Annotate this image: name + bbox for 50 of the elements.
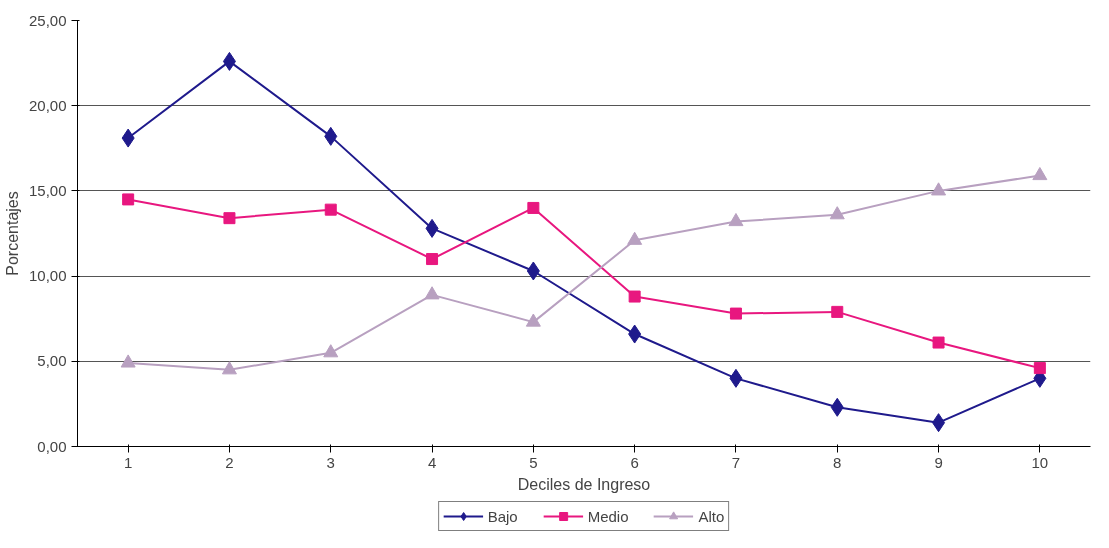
- legend-label: Alto: [698, 507, 725, 525]
- point: [830, 397, 844, 417]
- point: [324, 203, 337, 216]
- y-tick-label: 15,00: [28, 181, 67, 199]
- point: [728, 212, 744, 227]
- point: [424, 286, 440, 300]
- point: [527, 201, 540, 214]
- x-tick-label: 9: [934, 453, 943, 471]
- point: [931, 182, 947, 196]
- legend-label: Medio: [587, 507, 629, 525]
- point: [729, 307, 742, 320]
- point: [121, 128, 135, 148]
- y-tick-label: 10,00: [28, 267, 67, 285]
- point: [1033, 362, 1046, 375]
- point: [831, 305, 844, 318]
- point: [627, 231, 643, 245]
- y-axis-title: Porcentajes: [3, 191, 21, 276]
- y-tick-label: 5,00: [37, 352, 67, 370]
- point: [323, 344, 339, 358]
- point: [628, 324, 642, 344]
- point: [729, 368, 743, 388]
- x-tick-label: 4: [427, 453, 437, 471]
- x-tick-label: 2: [225, 453, 234, 471]
- point: [525, 313, 541, 327]
- point: [1032, 166, 1048, 181]
- point: [120, 354, 136, 368]
- x-tick-label: 1: [123, 453, 133, 471]
- x-tick-label: 6: [630, 453, 639, 471]
- point: [425, 218, 439, 238]
- x-tick-label: 8: [833, 453, 842, 471]
- point: [426, 253, 439, 266]
- y-tick-label: 20,00: [28, 96, 67, 114]
- point: [122, 193, 135, 206]
- legend-label: Bajo: [487, 507, 518, 525]
- point: [324, 126, 338, 146]
- point: [223, 212, 236, 225]
- point: [221, 361, 237, 375]
- x-axis-title: Deciles de Ingreso: [517, 475, 651, 493]
- point: [628, 290, 641, 303]
- x-tick-label: 3: [326, 453, 335, 471]
- point: [829, 206, 845, 220]
- x-tick-label: 10: [1031, 453, 1049, 471]
- x-tick-label: 5: [529, 453, 538, 471]
- y-tick-label: 0,00: [37, 437, 67, 455]
- x-tick-label: 7: [731, 453, 741, 471]
- y-tick-label: 25,00: [28, 11, 67, 29]
- point: [932, 336, 945, 349]
- point: [222, 51, 236, 71]
- point: [526, 261, 540, 281]
- point: [932, 413, 946, 433]
